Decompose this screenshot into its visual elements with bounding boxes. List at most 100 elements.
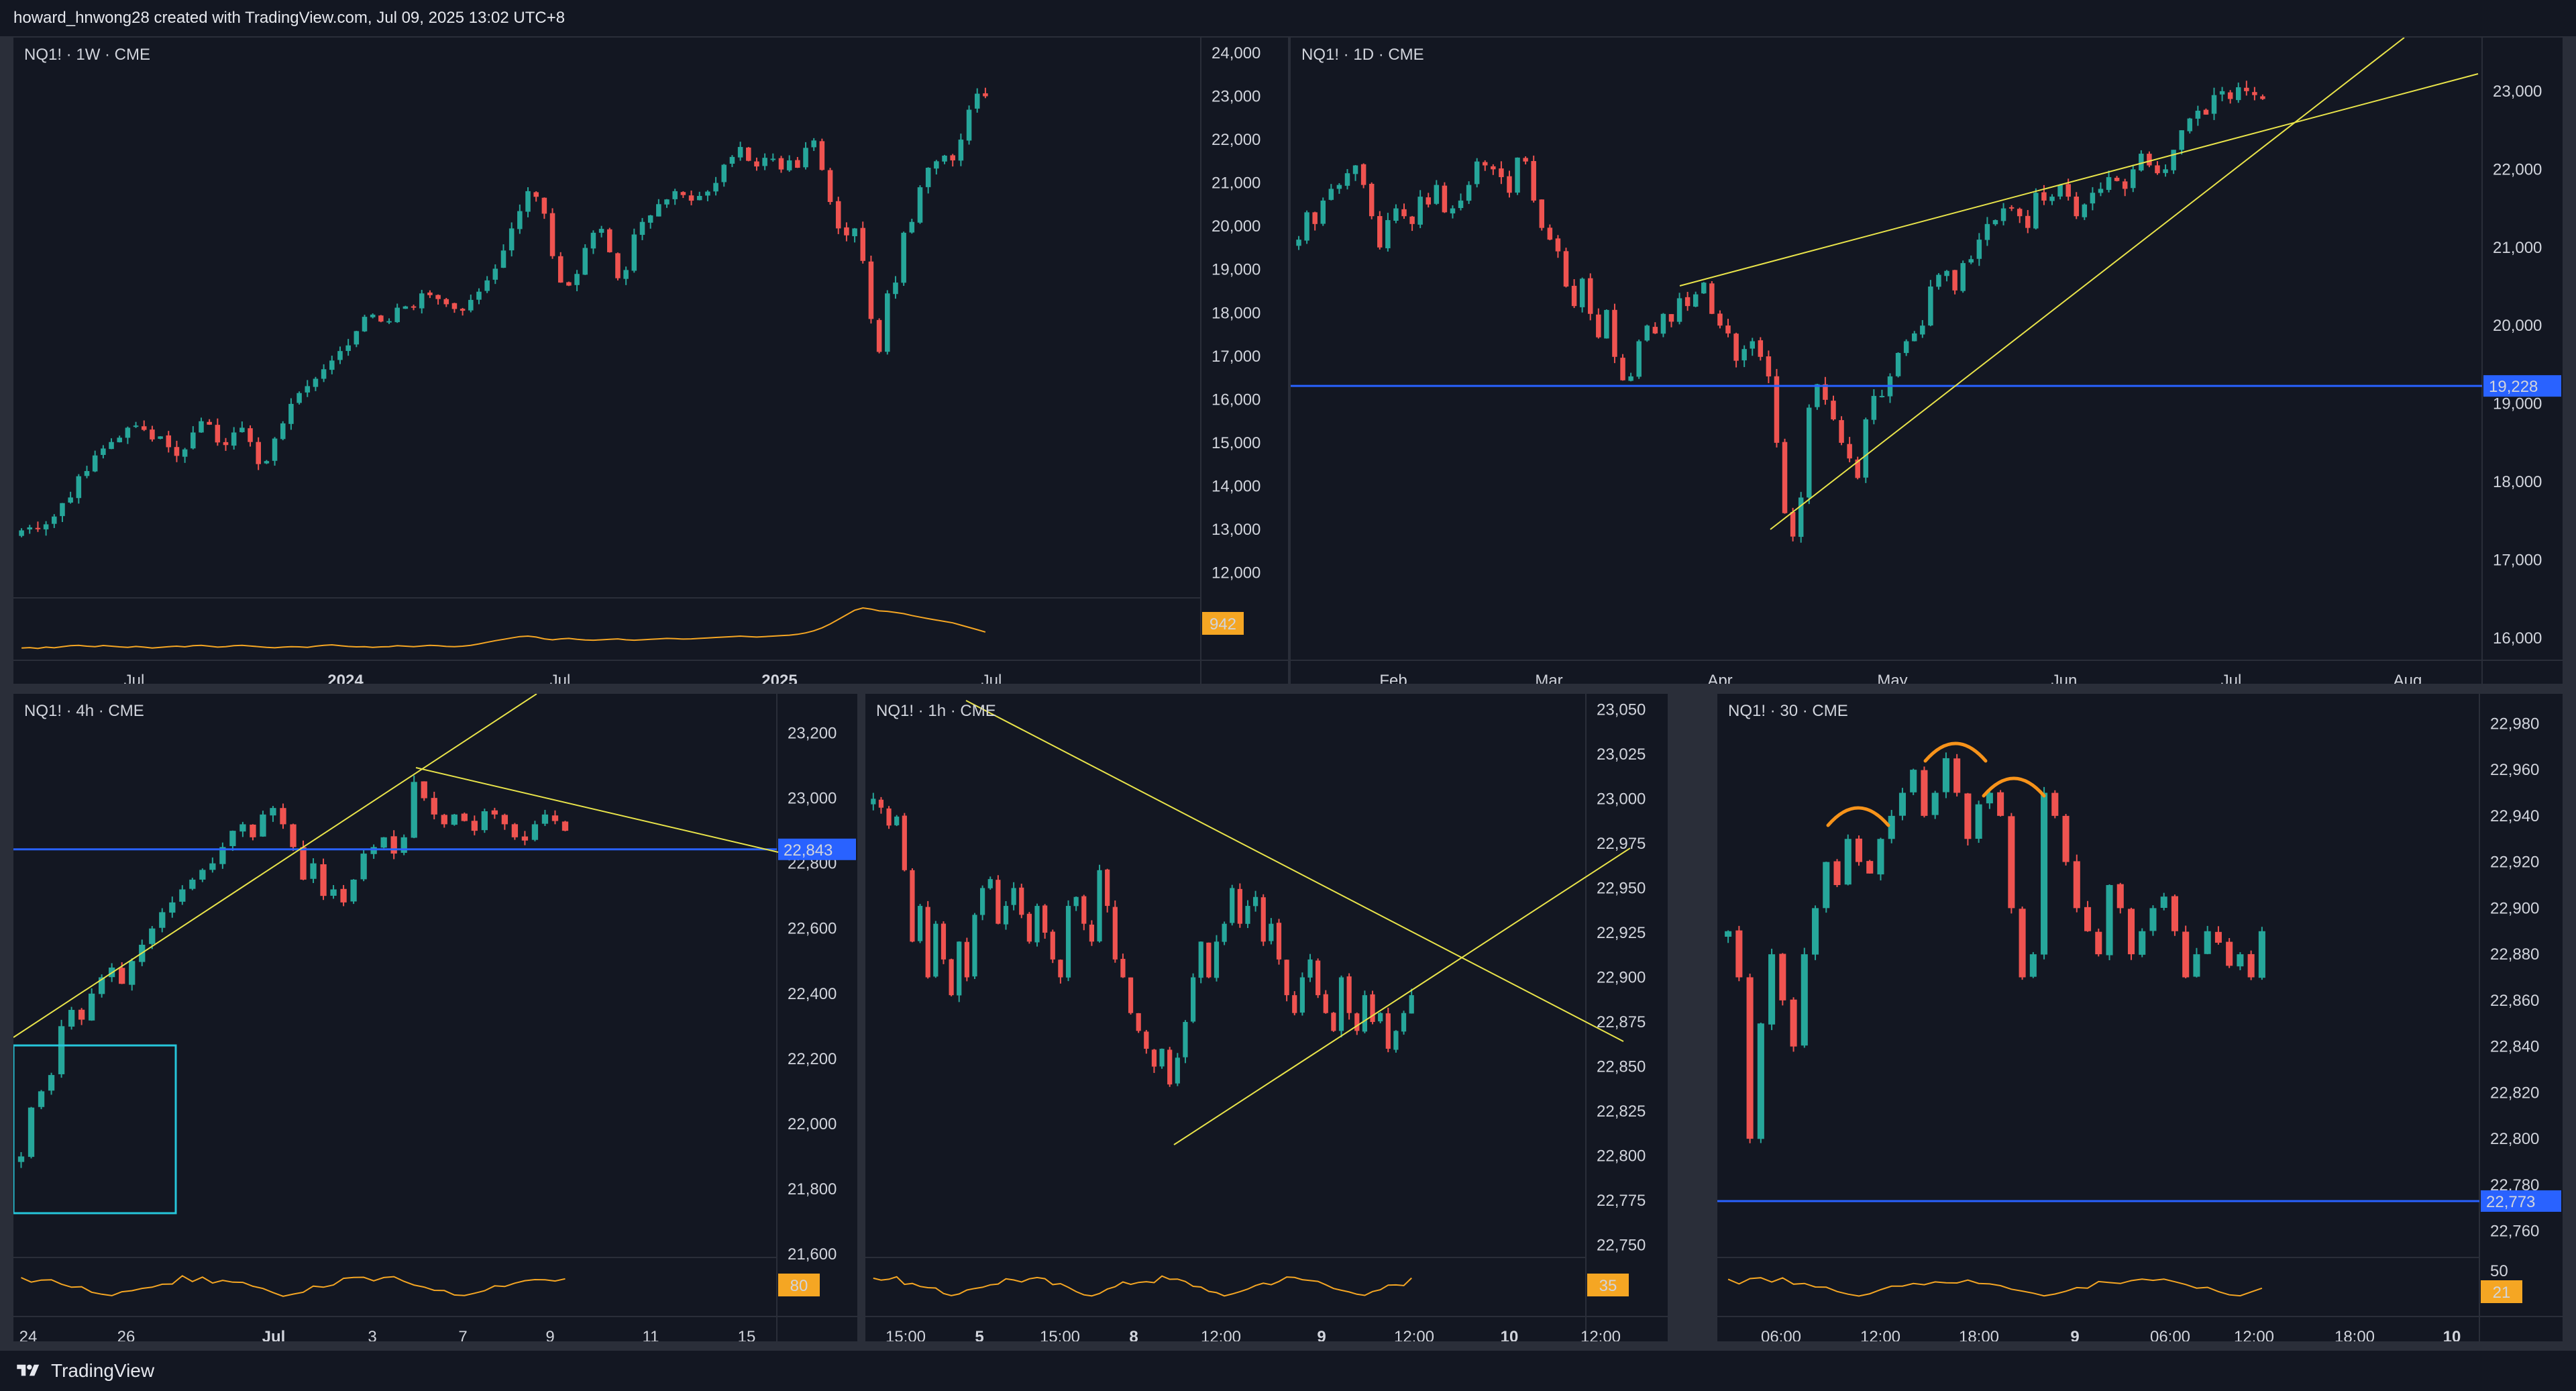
candle-body xyxy=(607,229,612,252)
daily-chart-svg[interactable]: 23,000 22,000 21,000 20,000 19,000 18,000 17,0… xyxy=(1291,38,2563,684)
y-tick-label: 18,000 xyxy=(1212,304,1260,322)
candle-body xyxy=(1798,497,1804,537)
candle-body xyxy=(2149,908,2157,931)
candle-body xyxy=(1790,999,1797,1047)
y-tick-label: 23,050 xyxy=(1597,701,1646,719)
y-tick-label: 14,000 xyxy=(1212,478,1260,496)
x-tick-label: Feb xyxy=(1379,672,1407,684)
y-tick-label: 22,900 xyxy=(2490,899,2539,917)
y-tick-label: 16,000 xyxy=(1212,391,1260,409)
panel-title-m30: NQ1! · 30 · CME xyxy=(1728,702,1848,720)
x-tick-label: 12:00 xyxy=(1394,1328,1434,1341)
candle-body xyxy=(35,527,41,529)
volume-badge-label: 80 xyxy=(790,1277,808,1295)
chart-panel-weekly[interactable]: 24,000 23,000 22,000 21,000 20,000 19,000 18,0… xyxy=(13,38,1288,684)
y-tick-label: 21,000 xyxy=(1212,174,1260,193)
candle-body xyxy=(2041,792,2048,955)
candle-body xyxy=(19,530,24,536)
volume-badge-label: 21 xyxy=(2493,1284,2511,1302)
candle-body xyxy=(1515,157,1520,193)
chart-panel-daily[interactable]: 23,000 22,000 21,000 20,000 19,000 18,000 17,0… xyxy=(1291,38,2563,684)
chart-panel-m30[interactable]: 22,980 22,960 22,940 22,920 22,900 22,880 22,8… xyxy=(1717,694,2563,1341)
candle-body xyxy=(270,808,276,816)
x-tick-label: 18:00 xyxy=(1959,1328,1999,1341)
candle-body xyxy=(337,351,343,360)
candle-body xyxy=(852,228,857,237)
candle-body xyxy=(1953,758,1961,793)
candle-body xyxy=(2171,150,2176,170)
h4-chart-svg[interactable]: 23,20023,00022,80022,60022,40022,20022,0… xyxy=(13,694,857,1341)
candle-body xyxy=(1644,325,1650,341)
candle-body xyxy=(958,140,964,161)
candle-body xyxy=(1167,1049,1173,1085)
candle-body xyxy=(260,814,266,837)
candle-body xyxy=(1378,1013,1383,1022)
candle-body xyxy=(1183,1022,1188,1058)
candle-body xyxy=(2029,954,2037,977)
candle-body xyxy=(88,993,95,1021)
candle-body xyxy=(215,425,221,443)
x-tick-label: 10 xyxy=(2443,1328,2461,1341)
candle-body xyxy=(1034,906,1040,943)
candle-body xyxy=(1368,183,1375,217)
candle-body xyxy=(2219,91,2225,95)
candle-body xyxy=(1128,977,1134,1013)
weekly-chart-svg[interactable]: 24,000 23,000 22,000 21,000 20,000 19,000 18,0… xyxy=(13,38,1288,684)
level-price-label: 19,228 xyxy=(2489,378,2538,396)
candle-body xyxy=(974,93,980,109)
chart-panel-h1[interactable]: 23,050 23,025 23,000 22,975 22,950 22,925 22,9… xyxy=(865,694,1668,1341)
y-tick-label: 21,800 xyxy=(788,1180,837,1198)
candle-body xyxy=(2041,192,2047,201)
candle-body xyxy=(48,1075,55,1091)
candle-body xyxy=(400,837,407,853)
candle-body xyxy=(1316,960,1321,996)
candle-body xyxy=(1120,958,1126,978)
candle-body xyxy=(980,888,985,915)
candle-body xyxy=(1992,220,1998,225)
candle-body xyxy=(2073,861,2080,909)
candle-body xyxy=(541,197,547,214)
candle-body xyxy=(1782,442,1788,513)
candle-body xyxy=(199,870,206,880)
candle-body xyxy=(1612,309,1617,357)
y-tick-label: 22,920 xyxy=(2490,854,2539,872)
candle-body xyxy=(421,781,427,798)
candle-body xyxy=(1855,838,1863,862)
candle-body xyxy=(1450,208,1456,214)
candle-body xyxy=(290,824,297,847)
candle-body xyxy=(574,274,580,285)
candle-body xyxy=(941,923,947,960)
y-tick-label: 22,760 xyxy=(2490,1223,2539,1241)
candle-body xyxy=(1393,208,1399,221)
candles-group xyxy=(17,775,569,1168)
candle-body xyxy=(1175,1058,1180,1084)
m30-chart-svg[interactable]: 22,980 22,960 22,940 22,920 22,900 22,880 22,8… xyxy=(1717,694,2563,1341)
candle-body xyxy=(1338,977,1344,1031)
candle-body xyxy=(209,863,216,870)
candle-body xyxy=(390,836,397,854)
candle-body xyxy=(996,880,1001,924)
pattern-head xyxy=(1923,741,1988,763)
candle-body xyxy=(1206,942,1212,978)
candle-body xyxy=(729,156,735,164)
candle-body xyxy=(1026,913,1032,942)
candle-body xyxy=(133,425,139,427)
y-tick-label: 13,000 xyxy=(1212,521,1260,539)
candle-body xyxy=(1245,906,1250,924)
y-tick-label: 21,000 xyxy=(2493,239,2542,257)
candle-body xyxy=(1190,977,1196,1022)
candle-body xyxy=(1725,325,1731,333)
x-tick-label: 10 xyxy=(1501,1328,1519,1341)
volume-badge-label: 35 xyxy=(1599,1277,1617,1295)
candle-body xyxy=(2033,193,2039,229)
candle-body xyxy=(1968,259,1974,263)
x-tick-label: Jun xyxy=(2051,672,2078,684)
chart-panel-h4[interactable]: 23,200 23,000 22,800 22,600 22,400 22,200 22,0… xyxy=(13,694,857,1341)
candle-body xyxy=(92,455,98,472)
candle-body xyxy=(491,810,498,815)
h1-chart-svg[interactable]: 23,050 23,025 23,000 22,975 22,950 22,925 22,9… xyxy=(865,694,1668,1341)
candle-body xyxy=(1198,941,1203,978)
candle-body xyxy=(1523,158,1528,162)
candle-body xyxy=(1466,185,1472,201)
candle-body xyxy=(615,253,621,278)
